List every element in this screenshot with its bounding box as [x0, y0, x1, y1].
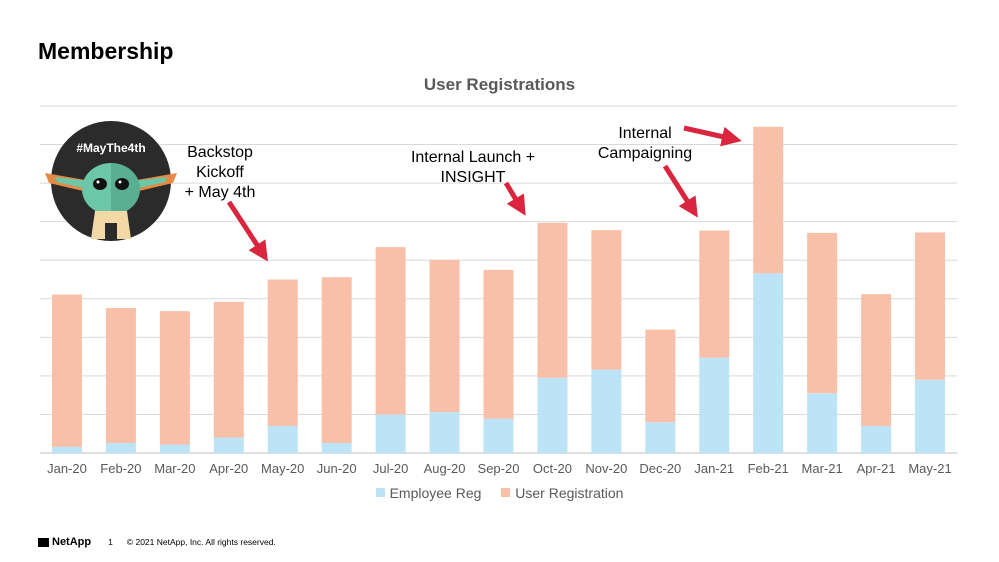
bar-employee-reg-aug-20 [429, 412, 460, 453]
bar-employee-reg-apr-21 [861, 426, 892, 453]
bar-user-registration-oct-20 [537, 222, 568, 378]
bar-user-registration-jan-20 [51, 294, 82, 447]
x-tick-label: Jun-20 [317, 461, 357, 476]
legend-item-user: User Registration [501, 485, 623, 501]
chart-title: User Registrations [423, 75, 576, 94]
x-tick-label: Aug-20 [424, 461, 466, 476]
footer: NetApp 1 © 2021 NetApp, Inc. All rights … [38, 536, 276, 548]
legend-swatch-user [501, 488, 511, 497]
x-tick-label: Jan-21 [694, 461, 734, 476]
chart-legend: Employee Reg User Registration [0, 484, 999, 501]
bar-employee-reg-apr-20 [213, 437, 244, 453]
bar-user-registration-nov-20 [591, 230, 622, 370]
page-number: 1 [108, 537, 113, 547]
bar-user-registration-apr-21 [861, 294, 892, 427]
bar-user-registration-jul-20 [375, 247, 406, 415]
legend-item-employee: Employee Reg [375, 485, 481, 501]
bar-user-registration-jan-21 [699, 230, 730, 358]
bar-user-registration-mar-20 [159, 311, 190, 445]
bar-employee-reg-sep-20 [483, 418, 514, 453]
bar-employee-reg-dec-20 [645, 422, 676, 453]
netapp-logo-mark [38, 537, 49, 547]
x-tick-label: Jul-20 [373, 461, 408, 476]
bar-employee-reg-mar-21 [807, 393, 838, 453]
x-tick-label: May-20 [261, 461, 304, 476]
x-tick-label: May-21 [908, 461, 951, 476]
x-tick-label: Dec-20 [639, 461, 681, 476]
x-tick-label: Sep-20 [478, 461, 520, 476]
x-tick-label: Mar-21 [802, 461, 843, 476]
x-tick-label: Apr-20 [209, 461, 248, 476]
bar-employee-reg-mar-20 [159, 444, 190, 453]
bar-user-registration-mar-21 [807, 232, 838, 394]
may-the-4th-badge: #MayThe4th [45, 121, 177, 241]
bar-user-registration-dec-20 [645, 329, 676, 423]
bar-user-registration-aug-20 [429, 259, 460, 413]
stacked-bar-chart: Jan-20 Feb-20 Mar-20 Apr-20 May-20 Jun-20 Jul-… [40, 105, 957, 476]
annotation-backstop: Backstop Kickoff + May 4th [184, 144, 256, 201]
bar-employee-reg-jan-21 [699, 357, 730, 453]
bar-user-registration-apr-20 [213, 301, 244, 438]
copyright: © 2021 NetApp, Inc. All rights reserved. [126, 537, 276, 547]
netapp-logo: NetApp [38, 536, 91, 548]
x-tick-label: Mar-20 [154, 461, 195, 476]
annotation-campaigning: Internal Campaigning [597, 125, 693, 162]
bar-employee-reg-jan-20 [51, 446, 82, 453]
annotation-internal-launch: Internal Launch + INSIGHT [410, 149, 536, 186]
badge-text: #MayThe4th [76, 141, 145, 155]
x-tick-label: Apr-21 [857, 461, 896, 476]
slide-title: Membership [38, 38, 174, 64]
bar-user-registration-jun-20 [321, 277, 352, 443]
legend-swatch-employee [375, 488, 385, 497]
x-tick-label: Feb-20 [100, 461, 141, 476]
bar-employee-reg-may-21 [915, 379, 946, 453]
bar-user-registration-sep-20 [483, 269, 514, 419]
bar-employee-reg-jun-20 [321, 442, 352, 453]
bar-employee-reg-oct-20 [537, 377, 568, 453]
bar-user-registration-may-20 [267, 279, 298, 427]
x-tick-label: Jan-20 [47, 461, 87, 476]
bar-employee-reg-feb-21 [753, 273, 784, 453]
bar-employee-reg-feb-20 [105, 442, 136, 453]
x-tick-label: Oct-20 [533, 461, 572, 476]
bar-employee-reg-may-20 [267, 426, 298, 453]
bar-user-registration-feb-20 [105, 308, 136, 443]
x-tick-label: Feb-21 [748, 461, 789, 476]
bar-employee-reg-nov-20 [591, 369, 622, 453]
bar-employee-reg-jul-20 [375, 414, 406, 453]
bar-user-registration-may-21 [915, 232, 946, 380]
bar-user-registration-feb-21 [753, 126, 784, 274]
x-tick-label: Nov-20 [585, 461, 627, 476]
